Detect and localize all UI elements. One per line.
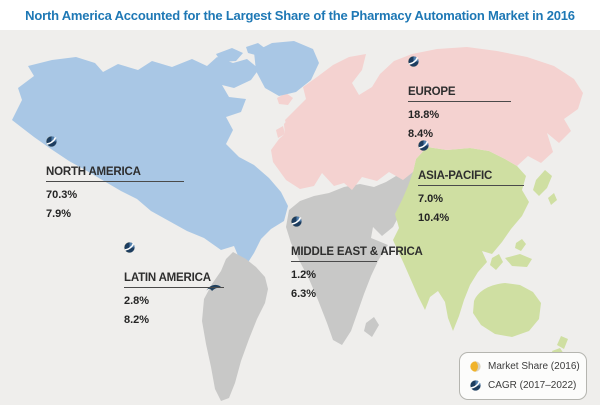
market-share-value: 7.0% bbox=[418, 193, 444, 205]
region-label-latin-america: LATIN AMERICA 2.8% 8.2% bbox=[124, 272, 224, 326]
cagr-icon bbox=[408, 56, 419, 67]
cagr-value: 8.2% bbox=[124, 314, 150, 326]
cagr-icon bbox=[124, 242, 135, 253]
cagr-icon bbox=[470, 380, 481, 391]
legend-market-share-label: Market Share (2016) bbox=[488, 360, 580, 372]
region-name: LATIN AMERICA bbox=[124, 272, 211, 284]
market-share-value: 18.8% bbox=[408, 109, 440, 121]
map-region-north-america bbox=[12, 41, 319, 264]
map-region-asia-pacific bbox=[393, 147, 568, 359]
label-rule bbox=[418, 185, 524, 186]
market-share-icon bbox=[470, 361, 481, 372]
label-rule bbox=[408, 101, 511, 102]
region-label-north-america: NORTH AMERICA 70.3% 7.9% bbox=[46, 166, 184, 220]
cagr-icon bbox=[418, 140, 429, 151]
market-share-value: 2.8% bbox=[124, 295, 150, 307]
label-rule bbox=[124, 287, 224, 288]
market-share-value: 1.2% bbox=[291, 269, 317, 281]
world-map-area: NORTH AMERICA 70.3% 7.9% EUROPE 18.8% 8.… bbox=[0, 30, 600, 405]
map-region-latin-america bbox=[202, 252, 268, 401]
label-rule bbox=[291, 261, 377, 262]
region-name: NORTH AMERICA bbox=[46, 166, 141, 178]
chart-title: North America Accounted for the Largest … bbox=[25, 7, 575, 23]
region-label-europe: EUROPE 18.8% 8.4% bbox=[408, 86, 511, 140]
region-name: MIDDLE EAST & AFRICA bbox=[291, 246, 423, 258]
cagr-icon bbox=[46, 136, 57, 147]
legend-box: Market Share (2016) CAGR (2017–2022) bbox=[459, 352, 587, 400]
region-label-middle-east-africa: MIDDLE EAST & AFRICA 1.2% 6.3% bbox=[291, 246, 423, 300]
market-share-value: 70.3% bbox=[46, 189, 78, 201]
region-name: ASIA-PACIFIC bbox=[418, 170, 493, 182]
legend-cagr-label: CAGR (2017–2022) bbox=[488, 379, 577, 391]
cagr-value: 6.3% bbox=[291, 288, 317, 300]
map-region-middle-east-africa bbox=[286, 171, 424, 345]
cagr-icon bbox=[291, 216, 302, 227]
region-label-asia-pacific: ASIA-PACIFIC 7.0% 10.4% bbox=[418, 170, 524, 224]
cagr-value: 7.9% bbox=[46, 208, 72, 220]
label-rule bbox=[46, 181, 184, 182]
region-name: EUROPE bbox=[408, 86, 456, 98]
cagr-value: 10.4% bbox=[418, 212, 450, 224]
cagr-value: 8.4% bbox=[408, 128, 434, 140]
map-region-europe bbox=[271, 47, 583, 190]
title-bar: North America Accounted for the Largest … bbox=[0, 0, 600, 30]
